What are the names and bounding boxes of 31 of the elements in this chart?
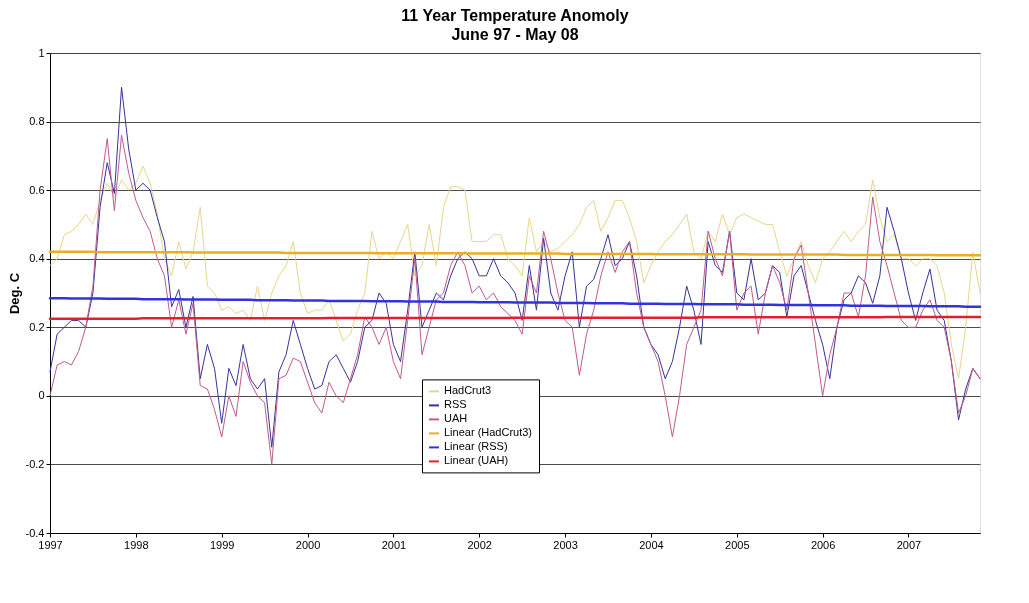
- y-tick-label: 0.2: [29, 320, 45, 333]
- legend-label: Linear (RSS): [444, 440, 508, 453]
- x-tick-label: 2001: [381, 538, 407, 551]
- legend-label: Linear (HadCrut3): [444, 426, 533, 439]
- x-tick-label: 2000: [295, 538, 321, 551]
- chart-subtitle: June 97 - May 08: [451, 26, 579, 43]
- x-tick-label: 1999: [209, 538, 235, 551]
- line-series: [49, 165, 981, 380]
- legend-label: HadCrut3: [444, 384, 492, 397]
- x-tick-label: 2002: [467, 538, 492, 551]
- y-tick-label: -0.2: [25, 457, 45, 470]
- x-tick-label: 1998: [124, 538, 149, 551]
- legend-label: RSS: [444, 398, 467, 411]
- x-tick-label: 1997: [38, 538, 63, 551]
- x-tick-label: 2006: [810, 538, 836, 551]
- legend-label: Linear (UAH): [444, 454, 509, 467]
- y-tick-label: 1: [38, 46, 45, 59]
- line-series: [48, 296, 982, 308]
- y-tick-label: 0.4: [29, 252, 45, 265]
- x-tick-label: 2005: [725, 538, 750, 551]
- y-tick-label: 0: [38, 389, 45, 402]
- line-series: [49, 134, 981, 465]
- x-tick-label: 2004: [639, 538, 664, 551]
- y-tick-label: 0.6: [29, 183, 45, 196]
- x-tick-label: 2003: [553, 538, 578, 551]
- legend-label: UAH: [444, 412, 468, 425]
- y-tick-label: -0.4: [25, 526, 45, 539]
- chart-title: 11 Year Temperature Anomoly: [401, 7, 629, 24]
- y-axis-title: Deg. C: [6, 272, 22, 315]
- y-tick-label: 0.8: [29, 115, 45, 128]
- x-tick-label: 2007: [896, 538, 922, 551]
